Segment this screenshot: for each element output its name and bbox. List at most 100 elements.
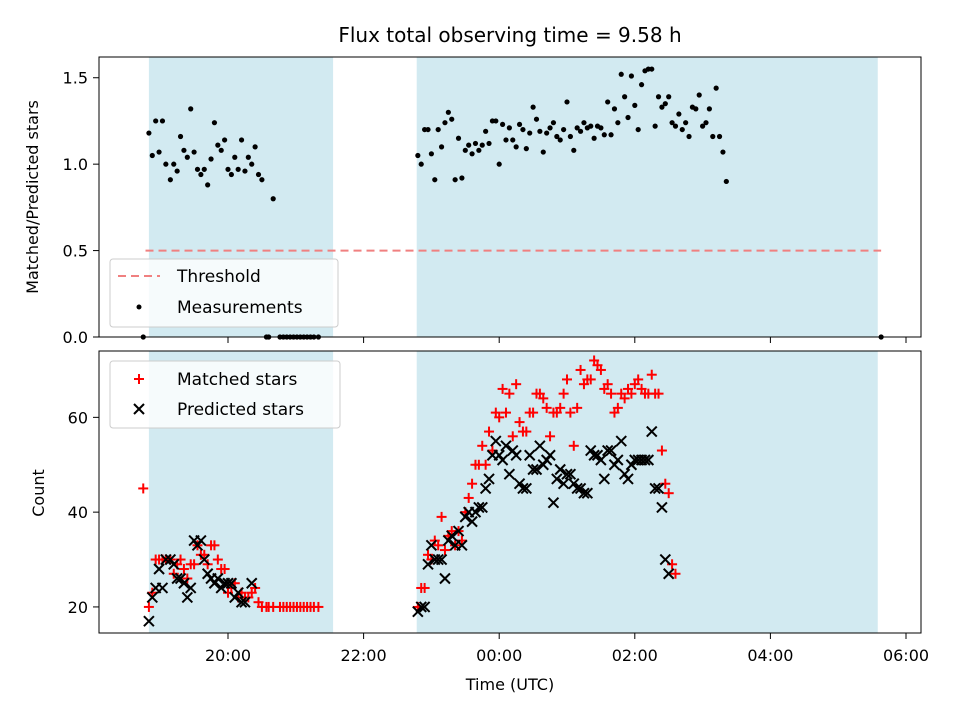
y-tick-label: 0.5 <box>63 242 88 261</box>
measurement-point <box>184 154 190 160</box>
matched-star-point <box>595 364 606 375</box>
predicted-star-point <box>239 596 251 608</box>
measurement-point <box>550 120 557 126</box>
predicted-star-point <box>605 444 617 457</box>
predicted-star-point <box>171 572 183 585</box>
matched-star-point <box>511 379 522 390</box>
predicted-star-point <box>595 454 607 466</box>
measurement-point <box>608 132 614 138</box>
measurement-point <box>669 120 675 126</box>
measurement-point <box>710 133 716 140</box>
measurement-point <box>723 178 729 185</box>
measurement-point <box>149 152 155 159</box>
measurement-point <box>686 133 692 140</box>
matched-star-point <box>555 402 566 413</box>
measurement-point <box>632 102 638 108</box>
measurement-point <box>662 101 668 107</box>
matched-star-point <box>528 407 539 418</box>
ratio-legend: Threshold Measurements <box>109 258 339 328</box>
matched-star-point <box>612 402 623 413</box>
predicted-star-point <box>547 496 560 509</box>
measurement-point <box>188 106 194 112</box>
measurement-point <box>459 175 465 181</box>
measurement-point <box>516 121 523 128</box>
measurement-point <box>622 94 628 100</box>
measurement-point <box>415 152 421 159</box>
predicted-star-point <box>168 558 180 570</box>
measurement-point <box>591 135 597 141</box>
matched-star-point <box>565 407 576 418</box>
measurement-point <box>167 177 173 183</box>
predicted-star-point <box>581 487 594 499</box>
measurement-point <box>242 168 248 174</box>
measurement-point <box>146 130 152 136</box>
predicted-star-point <box>143 615 155 627</box>
matched-star-point <box>606 388 617 399</box>
measurement-point <box>270 196 276 202</box>
measurement-point <box>554 133 560 140</box>
measurement-point <box>466 142 472 148</box>
measurement-point <box>513 144 519 150</box>
measurement-point <box>159 118 166 124</box>
predicted-star-point <box>571 482 583 495</box>
matched-star-point <box>514 417 525 428</box>
matched-star-point <box>477 440 488 451</box>
measurement-point <box>499 121 506 128</box>
predicted-star-point <box>235 596 248 608</box>
legend-predicted-marker <box>133 403 145 415</box>
matched-star-point <box>178 564 189 575</box>
predicted-star-point <box>479 482 492 495</box>
predicted-star-point <box>557 477 570 490</box>
measurement-point <box>483 128 489 134</box>
predicted-star-point <box>456 539 468 552</box>
predicted-star-point <box>146 591 158 604</box>
matched-star-point <box>619 393 630 404</box>
matched-star-point <box>626 388 637 399</box>
measurement-point <box>638 82 645 88</box>
predicted-star-point <box>225 577 238 589</box>
matched-star-point <box>138 483 149 494</box>
measurement-point <box>605 99 611 105</box>
measurement-point <box>652 123 658 129</box>
measurement-point <box>438 144 445 150</box>
predicted-star-point <box>649 482 661 495</box>
x-tick-label: 06:00 <box>883 646 929 665</box>
measurement-point <box>716 133 723 140</box>
measurement-point <box>225 166 231 172</box>
predicted-star-point <box>615 435 627 447</box>
matched-star-point <box>497 383 508 394</box>
measurement-point <box>540 149 546 155</box>
matched-star-point <box>219 564 230 575</box>
measurement-point <box>523 146 529 152</box>
measurement-point <box>425 126 431 133</box>
predicted-star-point <box>561 468 573 480</box>
x-tick-label: 20:00 <box>205 646 251 665</box>
predicted-star-point <box>530 463 543 476</box>
measurement-point <box>588 123 594 129</box>
matched-star-point <box>541 402 552 413</box>
matched-star-point <box>562 374 572 385</box>
predicted-star-point <box>520 482 533 495</box>
measurement-point <box>218 147 224 153</box>
count-y-axis-label: Count <box>29 469 48 517</box>
measurement-point <box>581 120 587 126</box>
x-tick-label: 00:00 <box>476 646 522 665</box>
measurement-point <box>547 125 553 131</box>
measurement-point <box>503 137 509 143</box>
matched-star-point <box>439 545 450 556</box>
predicted-star-point <box>524 449 536 461</box>
measurement-point <box>255 171 262 178</box>
measurement-point <box>208 156 214 162</box>
y-tick-label: 1.5 <box>63 69 88 88</box>
matched-star-point <box>484 426 495 437</box>
measurement-point <box>693 106 699 112</box>
legend-measurements-swatch <box>136 304 142 310</box>
measurement-point <box>520 126 526 133</box>
measurement-point <box>211 120 218 126</box>
predicted-star-point <box>432 553 444 566</box>
measurement-point <box>527 130 533 136</box>
measurement-point <box>181 147 187 153</box>
measurement-point <box>428 151 434 157</box>
measurement-point <box>696 92 702 98</box>
predicted-star-point <box>503 468 516 480</box>
